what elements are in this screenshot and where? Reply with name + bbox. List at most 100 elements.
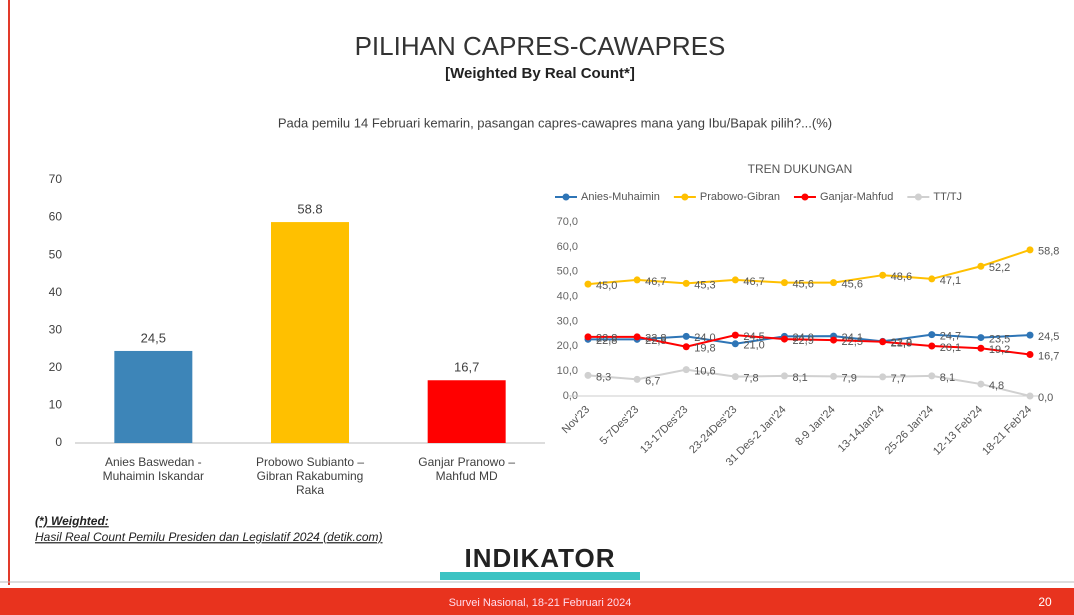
data-label: 24,0 <box>792 332 813 344</box>
series-line <box>588 334 1031 356</box>
y-tick-label: 30 <box>49 322 63 336</box>
y-tick-label: 60 <box>49 210 63 224</box>
legend-label: TT/TJ <box>933 191 962 203</box>
data-label: 58,8 <box>1038 246 1059 258</box>
data-label: 46,7 <box>743 276 764 288</box>
data-label: 16,7 <box>1038 350 1059 362</box>
footer-bar <box>0 588 1074 615</box>
x-tick-label: 12-13 Feb'24 <box>931 404 985 458</box>
y-tick-label: 10,0 <box>557 365 578 377</box>
data-label: 16,7 <box>454 360 479 375</box>
y-tick-label: 30,0 <box>557 315 578 327</box>
point <box>928 331 936 339</box>
point <box>682 332 690 340</box>
data-label: 4,8 <box>989 380 1004 392</box>
point <box>1026 350 1034 358</box>
footnote-label: (*) Weighted: <box>35 514 109 528</box>
data-label: 22,5 <box>842 336 863 348</box>
series-line <box>587 368 1031 397</box>
x-tick-label: 5-7Des'23 <box>598 404 642 448</box>
data-label: 8,3 <box>596 371 611 383</box>
x-tick-label: 13-14Jan'24 <box>836 404 887 455</box>
data-label: 22,9 <box>792 335 813 347</box>
y-tick-label: 20 <box>49 360 63 374</box>
point <box>731 340 739 348</box>
data-label: 21,8 <box>891 338 912 350</box>
x-tick-label: 8-9 Jan'24 <box>793 404 838 449</box>
data-label: 45,0 <box>596 280 617 292</box>
data-label: 45,3 <box>694 279 715 291</box>
point <box>1026 246 1034 254</box>
data-label: 0,0 <box>1038 392 1053 404</box>
data-label: 24,7 <box>940 331 961 343</box>
slide-title: PILIHAN CAPRES-CAWAPRES <box>355 31 726 61</box>
point <box>633 375 641 383</box>
data-label: 52,2 <box>989 262 1010 274</box>
slide-subtitle: [Weighted By Real Count*] <box>445 65 635 82</box>
data-label: 20,1 <box>940 342 961 354</box>
legend-label: Ganjar-Mahfud <box>820 191 893 203</box>
data-label: 24,5 <box>1038 331 1059 343</box>
x-tick-label: 18-21 Feb'24 <box>980 404 1034 458</box>
data-label: 24,5 <box>743 331 764 343</box>
point <box>928 275 936 283</box>
legend-marker <box>681 193 689 201</box>
data-label: 10,6 <box>694 366 715 378</box>
logo: INDIKATOR <box>464 543 615 573</box>
legend-marker <box>801 193 809 201</box>
y-tick-label: 0 <box>55 435 62 449</box>
point <box>879 373 887 381</box>
data-label: 23,8 <box>645 333 666 345</box>
x-tick-label: Nov'23 <box>560 404 592 436</box>
point <box>830 279 838 287</box>
y-tick-label: 70,0 <box>557 216 578 228</box>
y-tick-label: 70 <box>49 172 63 186</box>
point <box>682 343 690 351</box>
data-label: 21,0 <box>743 340 764 352</box>
legend-marker <box>562 193 570 201</box>
legend-marker <box>914 193 922 201</box>
point <box>830 372 838 380</box>
y-tick-label: 50,0 <box>557 266 578 278</box>
data-label: 47,1 <box>940 275 961 287</box>
page-number: 20 <box>1038 595 1052 609</box>
point <box>780 279 788 287</box>
data-label: 8,1 <box>940 372 955 384</box>
data-label: 23,8 <box>596 333 617 345</box>
point <box>1026 392 1034 400</box>
point <box>584 280 592 288</box>
point <box>633 333 641 341</box>
point <box>584 371 592 379</box>
x-tick-label: Anies Baswedan - Muhaimin Iskandar <box>102 455 205 483</box>
point <box>584 333 592 341</box>
data-label: 48,6 <box>891 271 912 283</box>
point <box>830 336 838 344</box>
y-tick-label: 40,0 <box>557 290 578 302</box>
point <box>928 372 936 380</box>
bar <box>427 380 506 443</box>
logo-bar <box>440 572 640 580</box>
x-tick-label: 25-26 Jan'24 <box>883 404 936 457</box>
point <box>780 335 788 343</box>
point <box>633 276 641 284</box>
y-tick-label: 40 <box>49 285 63 299</box>
y-tick-label: 60,0 <box>557 241 578 253</box>
data-label: 24,5 <box>141 330 166 345</box>
footnote-source: Hasil Real Count Pemilu Presiden dan Leg… <box>35 530 383 544</box>
data-label: 7,9 <box>842 372 857 384</box>
point <box>731 331 739 339</box>
left-border <box>8 0 10 585</box>
data-label: 7,7 <box>891 373 906 385</box>
data-label: 23,5 <box>989 333 1010 345</box>
data-label: 7,8 <box>743 373 758 385</box>
point <box>977 380 985 388</box>
point <box>977 334 985 342</box>
data-label: 22,8 <box>596 335 617 347</box>
x-tick-label: Probowo Subianto – Gibran Rakabuming Rak… <box>255 455 365 497</box>
point <box>1026 331 1034 339</box>
point <box>977 262 985 270</box>
data-label: 45,6 <box>792 279 813 291</box>
bar <box>271 222 349 443</box>
legend-label: Anies-Muhaimin <box>581 191 660 203</box>
